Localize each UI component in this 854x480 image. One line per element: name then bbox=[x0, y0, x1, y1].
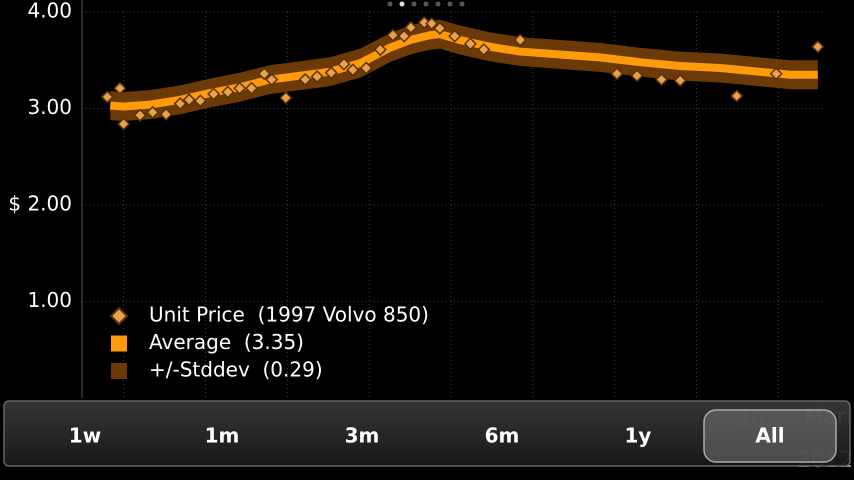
price-point bbox=[346, 63, 360, 77]
price-point bbox=[133, 108, 147, 122]
y-tick-label: $ 2.00 bbox=[8, 192, 72, 216]
y-tick-label: 4.00 bbox=[27, 0, 72, 23]
y-tick-label: 1.00 bbox=[27, 288, 72, 312]
range-button[interactable]: 6m bbox=[485, 424, 520, 448]
price-point bbox=[193, 94, 207, 108]
price-point bbox=[159, 107, 173, 121]
price-point bbox=[233, 81, 247, 95]
price-point bbox=[100, 90, 114, 104]
price-point bbox=[257, 67, 271, 81]
price-point bbox=[730, 89, 744, 103]
range-button[interactable]: 1y bbox=[625, 424, 652, 448]
price-point bbox=[337, 57, 351, 71]
price-point bbox=[610, 67, 624, 81]
price-point bbox=[113, 81, 127, 95]
price-point bbox=[448, 29, 462, 43]
price-point bbox=[182, 93, 196, 107]
price-point bbox=[630, 69, 644, 83]
price-point bbox=[265, 72, 279, 87]
price-point bbox=[673, 73, 687, 88]
price-point bbox=[513, 33, 527, 47]
price-point bbox=[463, 37, 477, 51]
price-point bbox=[324, 66, 338, 80]
page-indicator bbox=[387, 1, 465, 7]
price-point bbox=[359, 61, 373, 75]
price-point bbox=[769, 67, 783, 81]
price-point bbox=[397, 29, 411, 43]
legend-label: Unit Price (1997 Volvo 850) bbox=[149, 303, 429, 327]
range-button[interactable]: 3m bbox=[345, 424, 380, 448]
price-point bbox=[298, 72, 312, 87]
plot: 1.00 $ 2.00 3.00 4.00 bbox=[8, 0, 826, 398]
legend-label: Average (3.35) bbox=[149, 330, 304, 354]
price-point bbox=[373, 43, 387, 57]
price-point bbox=[425, 17, 439, 31]
legend: Unit Price (1997 Volvo 850) Average (3.35… bbox=[109, 303, 429, 382]
price-point bbox=[310, 70, 324, 84]
price-point bbox=[477, 43, 491, 57]
range-button[interactable]: 1m bbox=[205, 424, 240, 448]
legend-marker bbox=[111, 363, 127, 379]
price-point bbox=[433, 21, 447, 35]
price-point bbox=[245, 81, 259, 95]
price-point bbox=[207, 87, 221, 101]
price-point bbox=[173, 97, 187, 111]
price-point bbox=[655, 72, 669, 87]
price-point bbox=[279, 91, 293, 105]
price-point bbox=[404, 20, 418, 35]
price-point bbox=[221, 85, 235, 99]
price-point bbox=[386, 28, 400, 42]
range-buttons: 1w 1m 3m 6m 1y All bbox=[69, 409, 837, 463]
range-button[interactable]: All bbox=[755, 424, 784, 448]
legend-label: +/-Stddev (0.29) bbox=[149, 358, 323, 382]
legend-marker bbox=[109, 306, 129, 326]
price-point bbox=[146, 105, 160, 119]
price-point bbox=[811, 40, 825, 54]
range-button[interactable]: 1w bbox=[69, 424, 101, 448]
price-point bbox=[117, 117, 131, 131]
y-tick-label: 3.00 bbox=[27, 95, 72, 119]
range-button-selected[interactable] bbox=[703, 409, 837, 463]
legend-marker bbox=[111, 335, 127, 352]
range-bar bbox=[3, 400, 851, 467]
